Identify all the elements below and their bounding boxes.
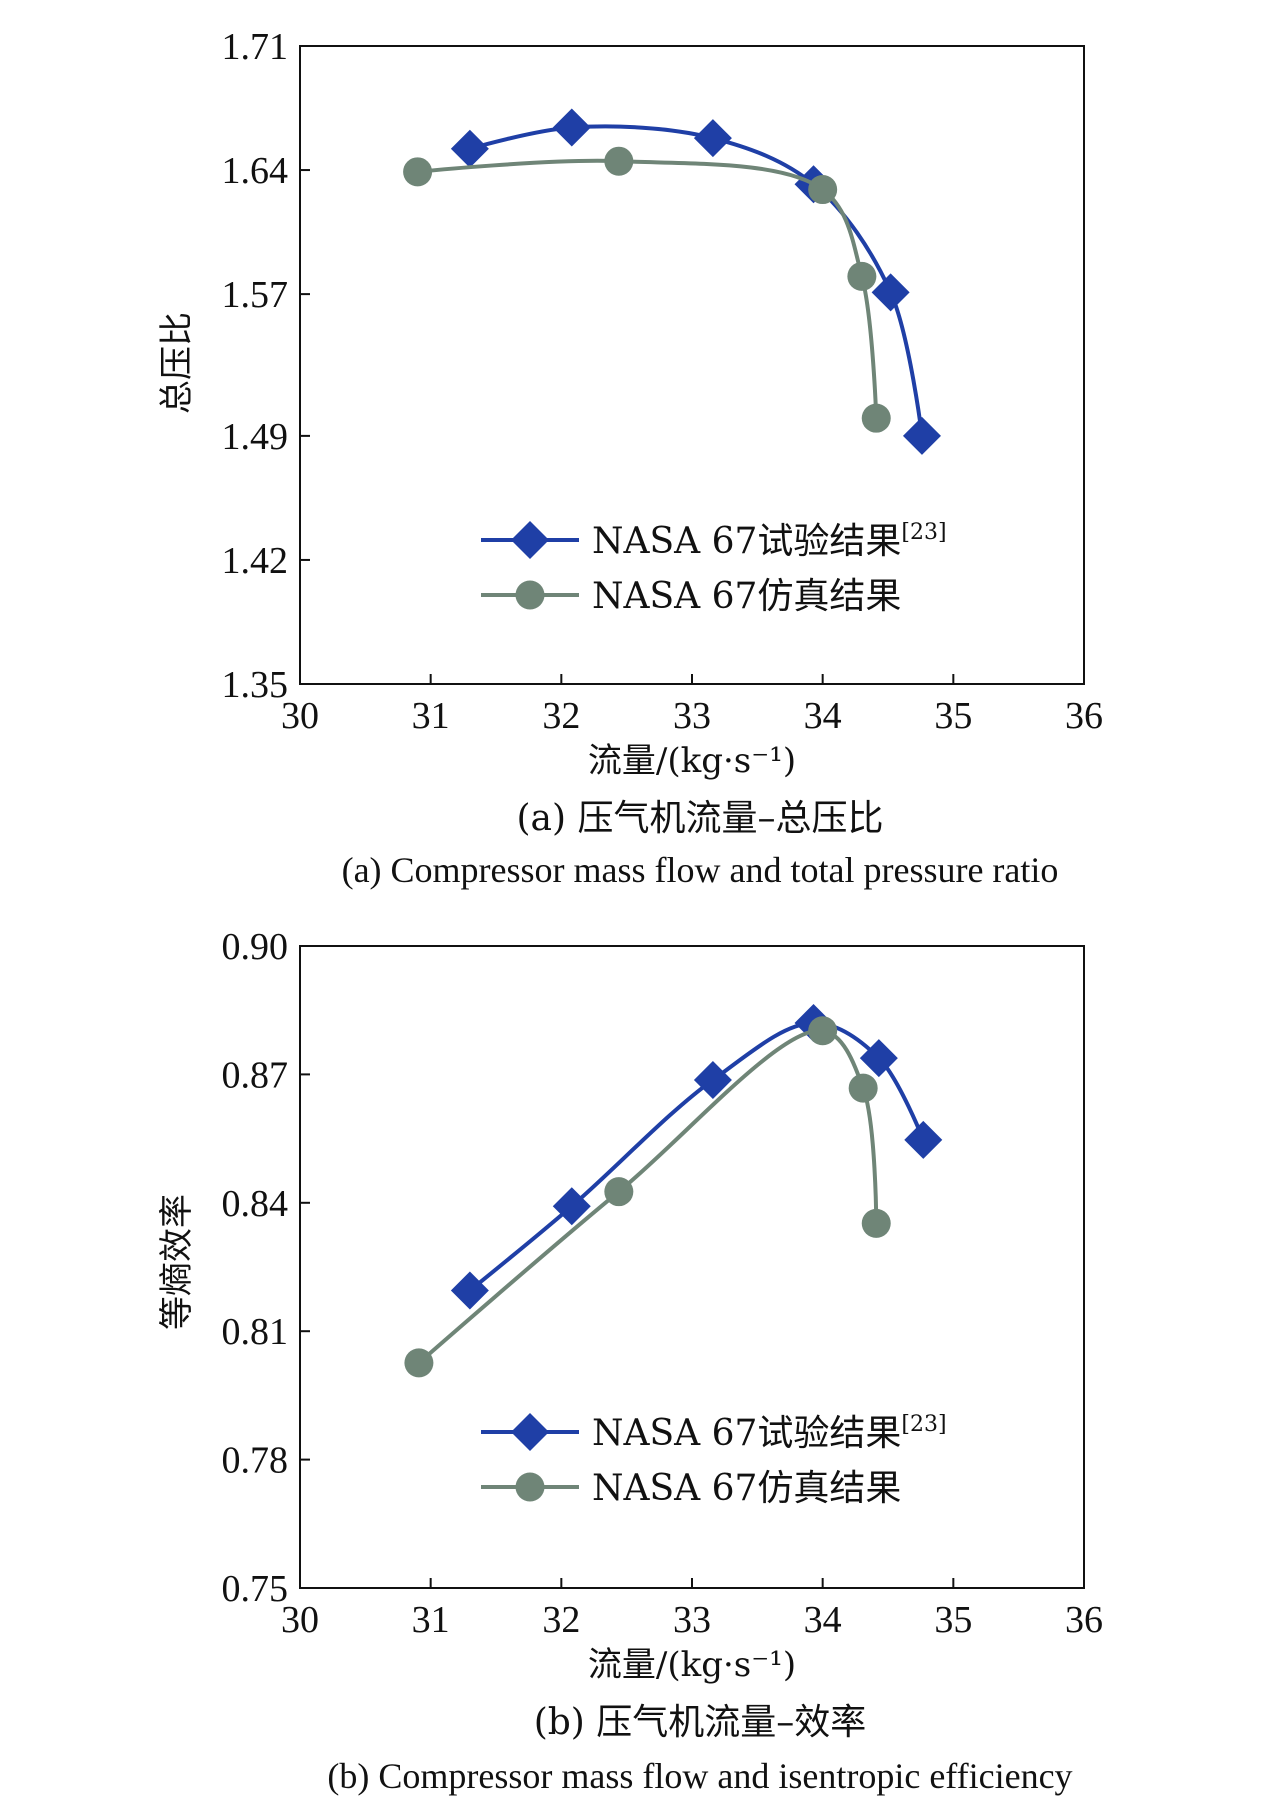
legend-marker — [515, 580, 545, 610]
legend-label: NASA 67仿真结果 — [592, 576, 901, 617]
legend-label: NASA 67试验结果[23] — [592, 520, 947, 562]
data-point-experiment — [859, 1039, 898, 1078]
y-tick-label: 0.78 — [222, 1440, 289, 1482]
y-tick-label: 1.71 — [222, 26, 289, 68]
series-line-simulation — [416, 1028, 879, 1365]
data-point-simulation — [847, 261, 877, 291]
legend-entry-simulation: NASA 67仿真结果 — [481, 576, 901, 617]
x-tick-label: 30 — [281, 695, 319, 737]
y-tick-label: 0.81 — [222, 1311, 289, 1353]
y-tick-label: 0.84 — [222, 1183, 289, 1225]
y-tick-label: 1.42 — [222, 540, 289, 582]
y-tick-label: 0.90 — [222, 926, 289, 968]
data-point-experiment — [450, 129, 489, 168]
y-tick-label: 0.87 — [222, 1054, 289, 1096]
y-axis-label: 等熵效率 — [157, 1194, 197, 1330]
x-tick-label: 36 — [1065, 1599, 1103, 1641]
data-point-simulation — [808, 175, 838, 205]
y-tick-label: 0.75 — [222, 1568, 289, 1610]
legend-marker — [511, 1413, 549, 1451]
x-axis-label: 流量/(kg·s⁻¹) — [588, 741, 796, 781]
legend-entry-simulation: NASA 67仿真结果 — [481, 1468, 901, 1509]
data-point-experiment — [871, 273, 910, 312]
x-tick-label: 35 — [934, 1599, 972, 1641]
data-point-simulation — [861, 403, 891, 433]
x-tick-label: 36 — [1065, 695, 1103, 737]
legend-label-text: NASA 67仿真结果 — [592, 1468, 901, 1509]
x-tick-label: 32 — [542, 1599, 580, 1641]
legend-label-superscript: [23] — [901, 520, 946, 545]
data-point-experiment — [693, 1060, 732, 1099]
legend-label-text: NASA 67试验结果 — [592, 521, 901, 562]
data-point-simulation — [403, 157, 433, 187]
data-point-simulation — [861, 1208, 891, 1238]
data-point-experiment — [450, 1271, 489, 1310]
legend-label-superscript: [23] — [901, 1412, 946, 1437]
x-tick-label: 34 — [804, 1599, 842, 1641]
x-tick-label: 32 — [542, 695, 580, 737]
data-point-simulation — [808, 1016, 838, 1046]
y-tick-label: 1.49 — [222, 416, 289, 458]
data-point-experiment — [904, 1120, 943, 1159]
chart-panel-a: 30 31 32 33 34 35 36 1.35 1.42 1.49 1.57 1.64 1.71 流量… — [157, 26, 1103, 890]
legend-label: NASA 67试验结果[23] — [592, 1412, 947, 1454]
data-point-simulation — [848, 1073, 878, 1103]
legend-marker — [515, 1472, 545, 1502]
y-tick-label: 1.57 — [222, 274, 289, 316]
x-tick-label: 31 — [412, 1599, 450, 1641]
x-tick-label: 33 — [673, 1599, 711, 1641]
x-tick-label: 30 — [281, 1599, 319, 1641]
legend-label: NASA 67仿真结果 — [592, 1468, 901, 1509]
legend-entry-experiment: NASA 67试验结果[23] — [481, 1412, 947, 1454]
legend-label-text: NASA 67试验结果 — [592, 1413, 901, 1454]
data-point-experiment — [552, 1187, 591, 1226]
data-point-simulation — [604, 1177, 634, 1207]
legend-marker — [511, 521, 549, 559]
data-point-simulation — [604, 146, 634, 176]
y-axis-label: 总压比 — [157, 312, 197, 414]
caption-english: (b) Compressor mass flow and isentropic … — [327, 1756, 1072, 1796]
x-axis-label: 流量/(kg·s⁻¹) — [588, 1645, 796, 1685]
y-tick-label: 1.64 — [222, 150, 289, 192]
data-point-experiment — [552, 108, 591, 147]
x-tick-label: 35 — [934, 695, 972, 737]
series-line-simulation — [415, 158, 879, 421]
x-tick-label: 31 — [412, 695, 450, 737]
caption-chinese: (b) 压气机流量–效率 — [534, 1702, 867, 1743]
legend-entry-experiment: NASA 67试验结果[23] — [481, 520, 947, 562]
caption-english: (a) Compressor mass flow and total press… — [342, 850, 1059, 890]
legend-label-text: NASA 67仿真结果 — [592, 576, 901, 617]
data-point-experiment — [902, 416, 941, 455]
caption-chinese: (a) 压气机流量–总压比 — [517, 798, 884, 839]
x-tick-label: 34 — [804, 695, 842, 737]
x-tick-label: 33 — [673, 695, 711, 737]
data-point-experiment — [693, 119, 732, 158]
data-point-simulation — [404, 1348, 434, 1378]
chart-panel-b: 30 31 32 33 34 35 36 0.75 0.78 0.81 0.84 0.87 0.90 流量… — [157, 926, 1103, 1796]
y-tick-label: 1.35 — [222, 664, 289, 706]
